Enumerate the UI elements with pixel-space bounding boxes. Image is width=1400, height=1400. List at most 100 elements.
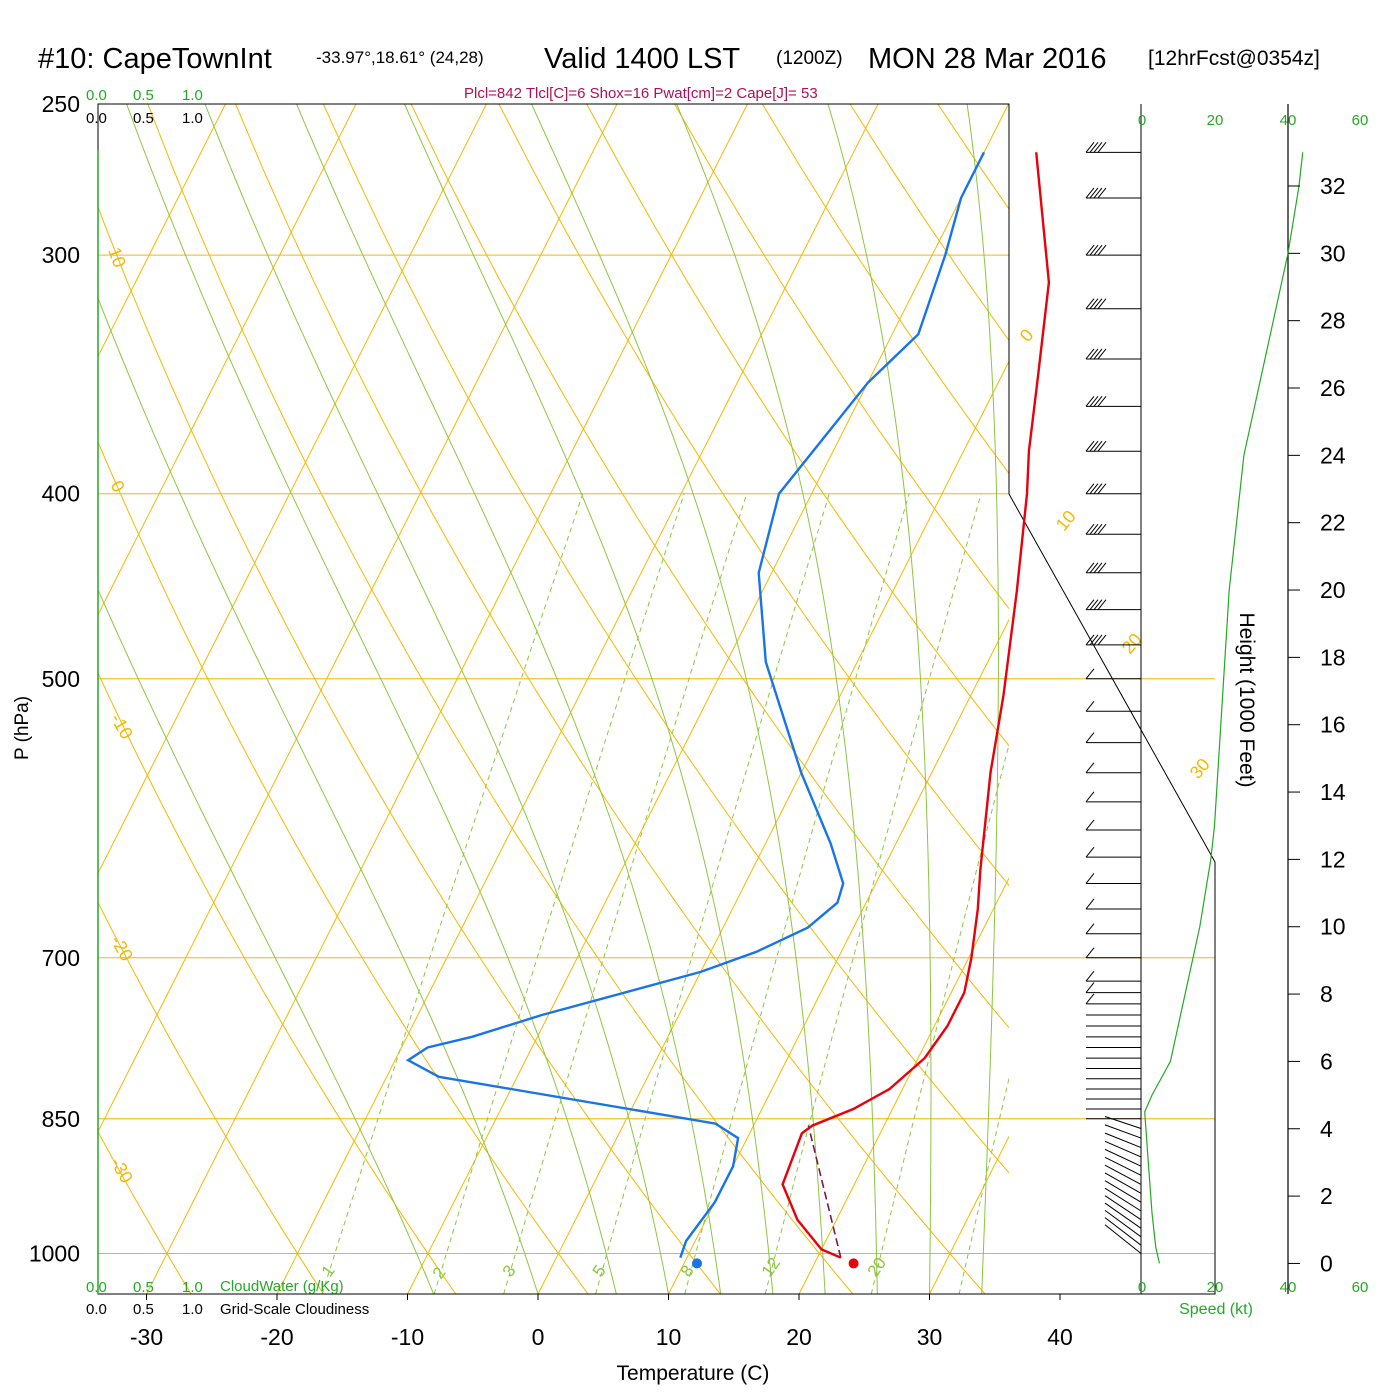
wind-barb-feather	[1093, 483, 1103, 495]
wind-barb-staff	[1104, 1164, 1142, 1185]
y-tick-label: 700	[42, 945, 80, 971]
wind-barb-feather	[1097, 348, 1107, 360]
height-tick-label: 26	[1320, 375, 1346, 401]
wind-barb-feather	[1085, 970, 1095, 982]
moist-adiabat-line	[404, 104, 774, 1294]
mixing-ratio-line	[764, 493, 982, 1294]
cloudwater-bottom-1: 0.5	[133, 1279, 154, 1296]
cloudiness-top-1: 0.5	[133, 110, 154, 127]
wind-barb-feather	[1085, 440, 1095, 452]
speed-tick-top-60: 60	[1352, 112, 1369, 129]
wind-barb-feather	[1085, 668, 1095, 680]
temperature-line	[781, 152, 1051, 1259]
wind-barb-feather	[1097, 440, 1107, 452]
moist-adiabat-line	[98, 588, 435, 1294]
isotherm-line	[146, 104, 748, 1294]
cloudiness-bottom-0: 0.0	[86, 1301, 107, 1318]
height-tick-label: 18	[1320, 644, 1346, 670]
speed-tick-top-0: 0	[1138, 112, 1146, 129]
cloudiness-label: Grid-Scale Cloudiness	[220, 1301, 369, 1318]
dry-adiabat-line	[98, 1130, 192, 1294]
wind-barb-feather	[1089, 142, 1099, 153]
wind-barb-feather	[1089, 298, 1099, 310]
isotherm-line	[98, 104, 618, 1133]
wind-barb-feather	[1093, 440, 1103, 452]
wind-barb-feather	[1093, 634, 1103, 646]
wind-barb-feather	[1093, 187, 1103, 199]
wind-barb-feather	[1089, 599, 1099, 610]
mixing-ratio-lines	[321, 493, 1009, 1294]
height-tick-label: 28	[1320, 308, 1346, 334]
mixing-ratio-line	[321, 493, 584, 1294]
wind-barb-feather	[1089, 440, 1099, 452]
wind-barb-feather	[1085, 244, 1095, 256]
height-tick-label: 24	[1320, 442, 1346, 468]
height-tick-label: 14	[1320, 779, 1346, 805]
x-tick-label: 30	[917, 1324, 943, 1350]
wind-barb-feather	[1097, 244, 1107, 256]
wind-barb-staff	[1104, 1187, 1142, 1212]
dry-adiabat-line	[761, 104, 1009, 475]
x-tick-label: -30	[130, 1324, 163, 1350]
y-tick-label: 500	[42, 666, 80, 692]
moist-adiabat-line	[98, 297, 539, 1294]
dry-adiabat-line	[98, 671, 457, 1294]
isotherm-line	[98, 104, 487, 875]
wind-barb-feather	[1085, 732, 1095, 743]
height-tick-label: 32	[1320, 173, 1346, 199]
wind-barb-staff	[1104, 1224, 1142, 1254]
x-tick-label: -10	[391, 1324, 424, 1350]
wind-barb-feather	[1085, 923, 1095, 935]
wind-barb-feather	[1089, 187, 1099, 199]
wind-barb-feather	[1085, 599, 1095, 610]
moist-adiabat-line	[827, 104, 932, 1294]
valid-time: Valid 1400 LST	[544, 43, 740, 75]
x-tick-label: 10	[656, 1324, 682, 1350]
wind-barb-feather	[1085, 523, 1095, 535]
isotherm-line	[98, 104, 357, 616]
speed-tick-top-20: 20	[1207, 112, 1224, 129]
wind-barb-feather	[1093, 298, 1103, 310]
dry-adiabat-line	[410, 104, 1009, 1029]
height-axis-title: Height (1000 Feet)	[1235, 612, 1258, 787]
cloudwater-top-0: 0.0	[86, 87, 107, 104]
cloudiness-top-0: 0.0	[86, 110, 107, 127]
wind-barb-feather	[1085, 982, 1095, 993]
wind-barb-staff	[1104, 1148, 1142, 1167]
cloudwater-top-2: 1.0	[182, 87, 203, 104]
zulu-time: (1200Z)	[776, 48, 843, 69]
moist-adiabat-line	[966, 104, 999, 1294]
x-tick-label: -20	[260, 1324, 293, 1350]
wind-barb-feather	[1089, 634, 1099, 646]
wind-barb-staff	[1104, 1140, 1142, 1158]
cloudwater-top-1: 0.5	[133, 87, 154, 104]
mixing-ratio-line	[870, 742, 1009, 1294]
speed-tick-bottom-40: 40	[1280, 1279, 1297, 1296]
height-tick-label: 20	[1320, 577, 1346, 603]
surface-dewpoint-dot	[691, 1258, 702, 1269]
wind-barb-feather	[1085, 762, 1095, 774]
dewpoint-line	[405, 151, 986, 1259]
wind-barb-feather	[1085, 298, 1095, 310]
wind-barb-feather	[1093, 348, 1103, 360]
mixing-ratio-line	[503, 493, 748, 1294]
surface-temperature-dot	[848, 1258, 859, 1269]
y-axis-ticks: 250 300 400 500 700 850 1000	[29, 91, 80, 1267]
y-tick-label: 250	[42, 91, 80, 117]
wind-barb-feather	[1097, 187, 1107, 199]
moist-adiabat-line	[204, 104, 669, 1294]
wind-barb-feather	[1085, 993, 1095, 1005]
wind-barb-feather	[1085, 947, 1095, 959]
moist-adiabat-line	[126, 104, 617, 1294]
moist-adiabat-line	[676, 104, 878, 1294]
wind-barb-staff	[1104, 1180, 1142, 1203]
isotherm-line	[537, 360, 1009, 1294]
y-tick-label: 400	[42, 481, 80, 507]
wind-barb-feather	[1089, 562, 1099, 574]
dry-adiabat-line	[98, 901, 324, 1294]
wind-barb-feather	[1085, 846, 1095, 858]
dry-adiabat-line	[98, 205, 721, 1294]
wind-barb-feather	[1097, 523, 1107, 535]
sounding-indices: Plcl=842 Tlcl[C]=6 Shox=16 Pwat[cm]=2 Ca…	[464, 85, 818, 102]
